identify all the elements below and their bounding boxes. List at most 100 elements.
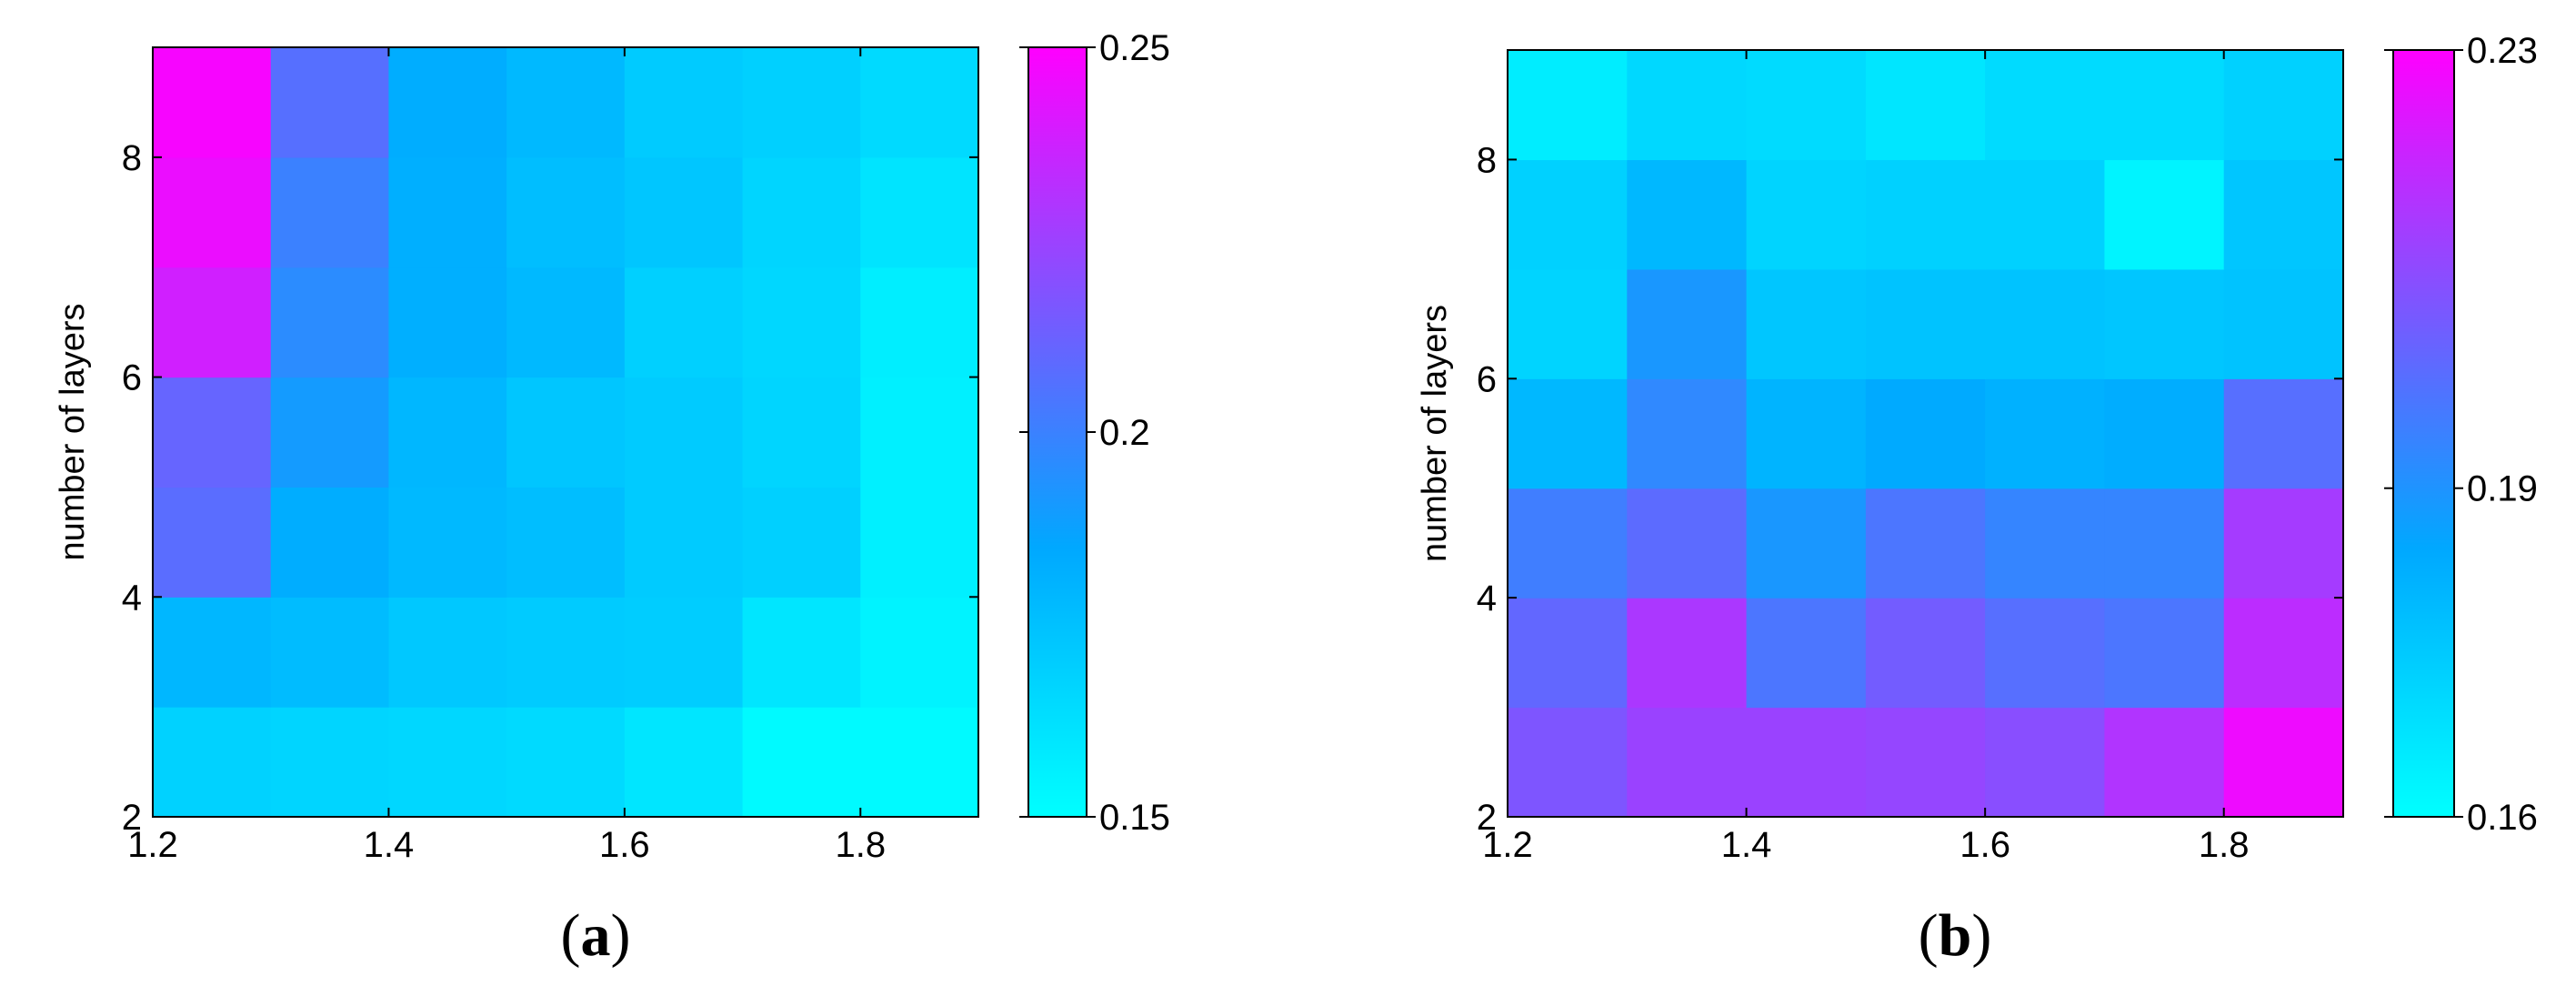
heatmap-cell xyxy=(1865,159,1986,270)
heatmap-cell xyxy=(153,267,272,378)
heatmap-cell xyxy=(1985,707,2106,818)
heatmap-cell xyxy=(2223,50,2344,161)
heatmap-cell xyxy=(1508,268,1628,379)
x-tick-label: 1.6 xyxy=(1960,825,2010,865)
heatmap-cell xyxy=(1865,707,1986,818)
heatmap-cell xyxy=(388,47,507,158)
heatmap-cell xyxy=(153,487,272,598)
heatmap-cell xyxy=(860,597,979,708)
y-tick-label: 4 xyxy=(122,578,142,618)
colorbar xyxy=(2392,49,2455,818)
heatmap-cell xyxy=(2223,159,2344,270)
heatmap-cell xyxy=(506,267,626,378)
x-tick-label: 1.6 xyxy=(599,825,650,865)
heatmap-cell xyxy=(2104,488,2225,599)
heatmap-cell xyxy=(388,156,507,268)
heatmap-cell xyxy=(1865,598,1986,709)
heatmap-cell xyxy=(1985,268,2106,379)
heatmap-cell xyxy=(388,597,507,708)
heatmap-cell xyxy=(153,47,272,158)
heatmap-cell xyxy=(1865,268,1986,379)
heatmap-cell xyxy=(1746,268,1867,379)
heatmap-cell xyxy=(506,377,626,488)
heatmap-cell xyxy=(1746,598,1867,709)
heatmap-cell xyxy=(153,597,272,708)
heatmap-cell xyxy=(742,47,861,158)
heatmap-cell xyxy=(1985,50,2106,161)
heatmap-cell xyxy=(1508,707,1628,818)
heatmap-cell xyxy=(1865,378,1986,489)
heatmap-cell xyxy=(742,377,861,488)
heatmap-cell xyxy=(2223,488,2344,599)
heatmap-cell xyxy=(1508,488,1628,599)
heatmap-cell xyxy=(1508,159,1628,270)
heatmap-cell xyxy=(2104,50,2225,161)
heatmap-cell xyxy=(270,267,390,378)
heatmap-cell xyxy=(270,597,390,708)
x-tick-label: 1.4 xyxy=(1721,825,1772,865)
heatmap-cell xyxy=(153,156,272,268)
heatmap-cell xyxy=(742,487,861,598)
heatmap-cell xyxy=(1627,378,1748,489)
y-axis-label: number of layers xyxy=(1416,305,1454,562)
heatmap-cell xyxy=(1985,159,2106,270)
y-tick-label: 2 xyxy=(1477,798,1497,838)
colorbar-tick-label: 0.2 xyxy=(1099,413,1150,453)
heatmap-cell xyxy=(506,597,626,708)
heatmap-panel-a: 1.2 1.4 1.6 1.8 2 4 6 8 number of layers 0.15 0.2 0… xyxy=(54,28,1170,969)
heatmap-cell xyxy=(1746,488,1867,599)
x-tick-label: 1.2 xyxy=(127,825,178,865)
heatmap-cell xyxy=(270,707,390,818)
heatmap-cell xyxy=(2223,598,2344,709)
panel-caption: (a) xyxy=(561,902,631,969)
heatmap-cell xyxy=(1865,488,1986,599)
heatmap-cell xyxy=(860,47,979,158)
heatmap-cell xyxy=(860,377,979,488)
heatmap-cell xyxy=(2104,159,2225,270)
heatmap-cell xyxy=(270,47,390,158)
heatmap-cell xyxy=(1627,488,1748,599)
heatmap-cell xyxy=(742,597,861,708)
heatmap-cell xyxy=(860,707,979,818)
colorbar-tick-label: 0.25 xyxy=(1099,28,1170,68)
heatmap-cell xyxy=(624,487,744,598)
heatmap-cell xyxy=(1746,50,1867,161)
colorbar-tick-label: 0.15 xyxy=(1099,798,1170,838)
plot-frame xyxy=(152,46,979,818)
heatmap-cell xyxy=(506,47,626,158)
heatmap-cell xyxy=(742,267,861,378)
y-axis-label: number of layers xyxy=(54,303,92,560)
x-tick-label: 1.8 xyxy=(2199,825,2250,865)
heatmap-cell xyxy=(388,707,507,818)
colorbar-tick-label: 0.16 xyxy=(2467,798,2538,838)
heatmap-cell xyxy=(506,707,626,818)
heatmap-cell xyxy=(624,377,744,488)
heatmap-cell xyxy=(1627,707,1748,818)
heatmap-cell xyxy=(1865,50,1986,161)
heatmap-cell xyxy=(624,47,744,158)
heatmap-cell xyxy=(270,487,390,598)
heatmap-panel-b: 1.2 1.4 1.6 1.8 2 4 6 8 number of layers 0.16 0.19… xyxy=(1416,31,2538,969)
y-tick-label: 8 xyxy=(122,138,142,178)
heatmap-cell xyxy=(1985,598,2106,709)
heatmap-cell xyxy=(1627,598,1748,709)
heatmap-cell xyxy=(153,707,272,818)
heatmap-cell xyxy=(388,377,507,488)
heatmap-cell xyxy=(1627,50,1748,161)
heatmap-cell xyxy=(270,377,390,488)
x-tick-label: 1.8 xyxy=(835,825,886,865)
heatmap-cell xyxy=(2223,268,2344,379)
heatmap-cell xyxy=(1985,378,2106,489)
heatmap-cell xyxy=(860,487,979,598)
heatmap-cell xyxy=(742,707,861,818)
heatmap-cell xyxy=(860,267,979,378)
heatmap-cell xyxy=(270,156,390,268)
heatmap-cell xyxy=(860,156,979,268)
colorbar xyxy=(1027,46,1088,818)
heatmap-cell xyxy=(1508,50,1628,161)
heatmap-cell xyxy=(2104,598,2225,709)
heatmap-cell xyxy=(506,156,626,268)
heatmap-cell xyxy=(1508,598,1628,709)
heatmap-cell xyxy=(624,156,744,268)
